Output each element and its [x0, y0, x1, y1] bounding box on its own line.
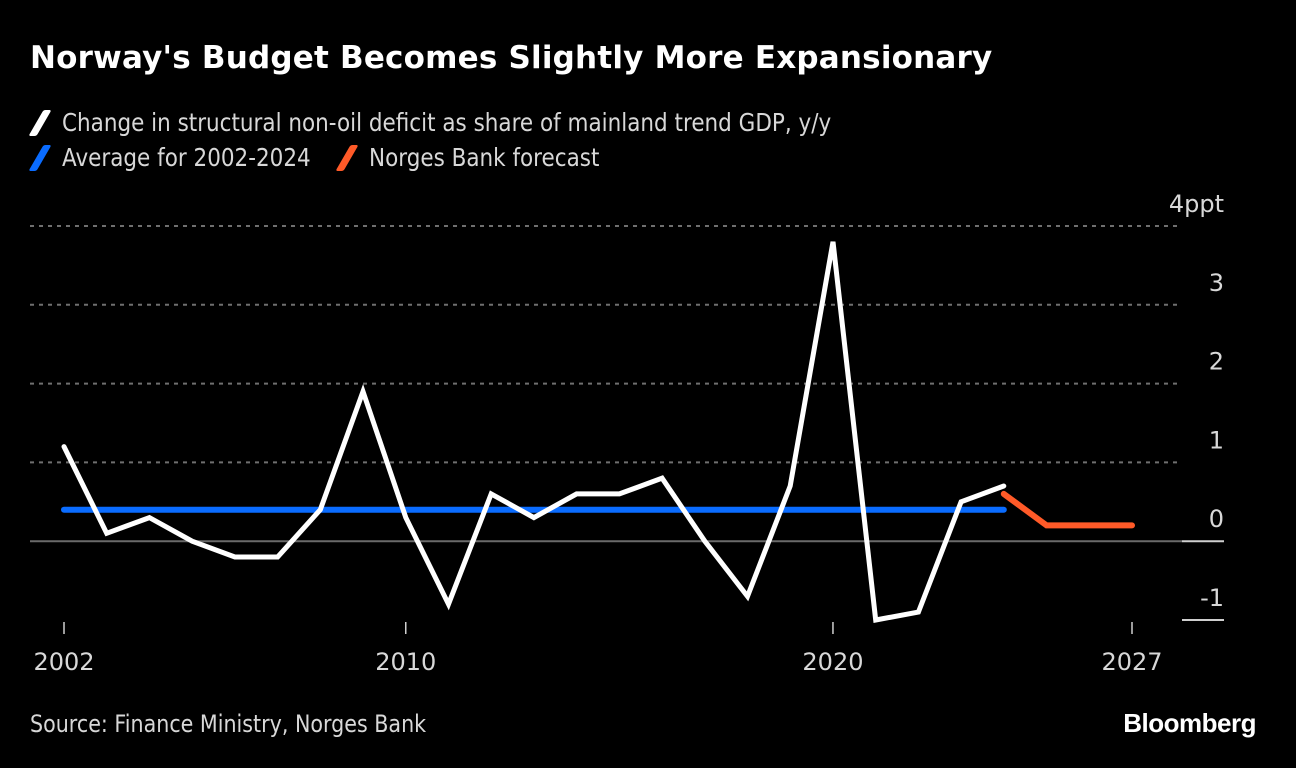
legend-item-forecast: Norges Bank forecast	[335, 143, 637, 172]
source-note: Source: Finance Ministry, Norges Bank	[30, 710, 427, 738]
legend-label: Norges Bank forecast	[369, 143, 600, 172]
gridlines	[30, 225, 1224, 621]
deficit-change-line	[61, 241, 1007, 623]
x-axis: 2002 2010 2020 2027	[33, 622, 1163, 676]
legend-row-2: Average for 2002-2024 Norges Bank foreca…	[28, 143, 659, 172]
chart-title: Norway's Budget Becomes Slightly More Ex…	[30, 40, 993, 76]
legend-item-deficit-change: Change in structural non-oil deficit as …	[28, 108, 956, 137]
x-tick-label: 2027	[1101, 648, 1162, 676]
y-tick-label: -1	[1200, 584, 1224, 612]
y-tick-label: 4ppt	[1169, 190, 1224, 218]
x-tick-label: 2002	[33, 648, 94, 676]
y-tick-label: 1	[1209, 426, 1224, 454]
legend-label: Average for 2002-2024	[62, 143, 311, 172]
legend-item-average: Average for 2002-2024	[28, 143, 315, 172]
legend-row-1: Change in structural non-oil deficit as …	[28, 108, 978, 137]
y-tick-label: 0	[1209, 505, 1224, 533]
y-tick-label: 3	[1209, 269, 1224, 297]
x-tick-label: 2020	[802, 648, 863, 676]
forecast-line	[1000, 490, 1135, 529]
series-lines	[61, 241, 1135, 623]
bloomberg-logo: Bloomberg	[1123, 708, 1256, 738]
x-tick-label: 2010	[375, 648, 436, 676]
y-axis: -1 0 1 2 3 4ppt	[1169, 190, 1224, 612]
y-tick-label: 2	[1209, 348, 1224, 376]
legend-label: Change in structural non-oil deficit as …	[62, 108, 832, 137]
